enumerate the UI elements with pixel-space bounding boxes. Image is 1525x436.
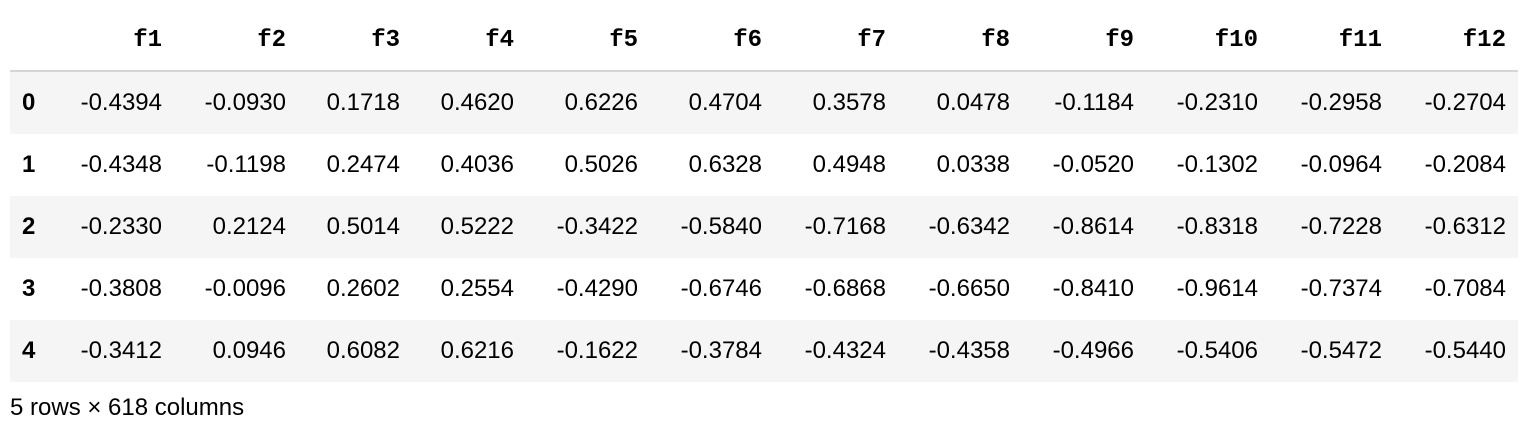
table-cell: -0.0930 [204, 89, 286, 116]
table-cell: -0.7168 [804, 213, 886, 240]
table-cell: 0.2554 [440, 275, 514, 302]
table-cell: -0.9614 [1176, 275, 1258, 302]
table-cell: -0.2084 [1424, 151, 1506, 178]
table-cell: -0.6650 [928, 275, 1010, 302]
table-cell: -0.3412 [80, 337, 162, 364]
column-header-f10: f10 [1146, 10, 1270, 72]
column-header-f3: f3 [298, 10, 412, 72]
table-cell: -0.4394 [80, 89, 162, 116]
column-header-f7: f7 [774, 10, 898, 72]
shape-summary: 5 rows × 618 columns [10, 394, 245, 421]
table-body: 0 -0.4394 -0.0930 0.1718 0.4620 0.6226 0.4704 0… [10, 71, 1518, 382]
table-cell: 0.5222 [440, 213, 514, 240]
table-cell: -0.5440 [1424, 337, 1506, 364]
table-row: 0 -0.4394 -0.0930 0.1718 0.4620 0.6226 0.4704 0… [10, 71, 1518, 134]
row-index: 0 [22, 89, 36, 116]
dataframe-table: f1 f2 f3 f4 f5 f6 f7 f8 f9 f10 f11 f12 0… [10, 10, 1518, 382]
column-header-f4: f4 [412, 10, 526, 72]
column-header-f1: f1 [68, 10, 174, 72]
table-cell: -0.6746 [680, 275, 762, 302]
table-cell: -0.8318 [1176, 213, 1258, 240]
table-cell: 0.4704 [688, 89, 762, 116]
table-cell: -0.8410 [1052, 275, 1134, 302]
table-cell: -0.4290 [556, 275, 638, 302]
table-cell: -0.5472 [1300, 337, 1382, 364]
table-cell: 0.0478 [936, 89, 1010, 116]
table-cell: -0.1302 [1176, 151, 1258, 178]
column-header-f5: f5 [526, 10, 650, 72]
table-cell: -0.5840 [680, 213, 762, 240]
column-header-f12: f12 [1394, 10, 1518, 72]
table-cell: 0.5026 [564, 151, 638, 178]
table-cell: 0.4948 [812, 151, 886, 178]
table-row: 4 -0.3412 0.0946 0.6082 0.6216 -0.1622 -0.3784… [10, 320, 1518, 382]
row-index: 2 [22, 213, 36, 240]
table-cell: -0.1184 [1054, 89, 1134, 116]
table-cell: 0.3578 [812, 89, 886, 116]
table-row: 3 -0.3808 -0.0096 0.2602 0.2554 -0.4290 -0.674… [10, 258, 1518, 320]
table-cell: -0.0520 [1052, 151, 1134, 178]
table-cell: -0.4324 [804, 337, 886, 364]
table-cell: -0.2310 [1176, 89, 1258, 116]
table-row: 1 -0.4348 -0.1198 0.2474 0.4036 0.5026 0.6328 0… [10, 134, 1518, 196]
table-cell: 0.2124 [212, 213, 286, 240]
table-cell: -0.6342 [928, 213, 1010, 240]
table-cell: -0.4966 [1052, 337, 1134, 364]
header-row: f1 f2 f3 f4 f5 f6 f7 f8 f9 f10 f11 f12 [10, 10, 1518, 72]
index-header-corner [10, 10, 68, 72]
table-cell: 0.4620 [440, 89, 514, 116]
table-cell: -0.3808 [80, 275, 162, 302]
table-cell: -0.4348 [80, 151, 162, 178]
table-cell: -0.2958 [1300, 89, 1382, 116]
table-cell: -0.3422 [556, 213, 638, 240]
column-header-f11: f11 [1270, 10, 1394, 72]
table-cell: -0.5406 [1176, 337, 1258, 364]
table-cell: 0.1718 [326, 89, 400, 116]
row-index: 4 [22, 337, 36, 364]
row-index: 3 [22, 275, 36, 302]
table-cell: -0.0096 [204, 275, 286, 302]
table-cell: -0.7084 [1424, 275, 1506, 302]
table-cell: -0.2704 [1424, 89, 1506, 116]
table-cell: -0.8614 [1052, 213, 1134, 240]
table-cell: 0.6328 [688, 151, 762, 178]
table-cell: -0.6868 [804, 275, 886, 302]
table-cell: -0.3784 [680, 337, 762, 364]
table-cell: -0.4358 [928, 337, 1010, 364]
table-cell: 0.2474 [326, 151, 400, 178]
table-cell: 0.5014 [326, 213, 400, 240]
table-cell: 0.6082 [326, 337, 400, 364]
table-cell: -0.0964 [1300, 151, 1382, 178]
table-cell: 0.0338 [936, 151, 1010, 178]
table-cell: 0.6216 [440, 337, 514, 364]
table-cell: 0.0946 [212, 337, 286, 364]
table-cell: -0.6312 [1424, 213, 1506, 240]
table-cell: -0.7228 [1300, 213, 1382, 240]
table-cell: -0.2330 [80, 213, 162, 240]
table-cell: -0.1198 [206, 151, 286, 178]
table-row: 2 -0.2330 0.2124 0.5014 0.5222 -0.3422 -0.5840… [10, 196, 1518, 258]
table-cell: 0.2602 [326, 275, 400, 302]
column-header-f6: f6 [650, 10, 774, 72]
table-cell: -0.1622 [556, 337, 638, 364]
column-header-f8: f8 [898, 10, 1022, 72]
table-cell: 0.6226 [564, 89, 638, 116]
column-header-f2: f2 [174, 10, 298, 72]
row-index: 1 [22, 151, 36, 178]
table-cell: -0.7374 [1300, 275, 1382, 302]
table-cell: 0.4036 [440, 151, 514, 178]
column-header-f9: f9 [1022, 10, 1146, 72]
